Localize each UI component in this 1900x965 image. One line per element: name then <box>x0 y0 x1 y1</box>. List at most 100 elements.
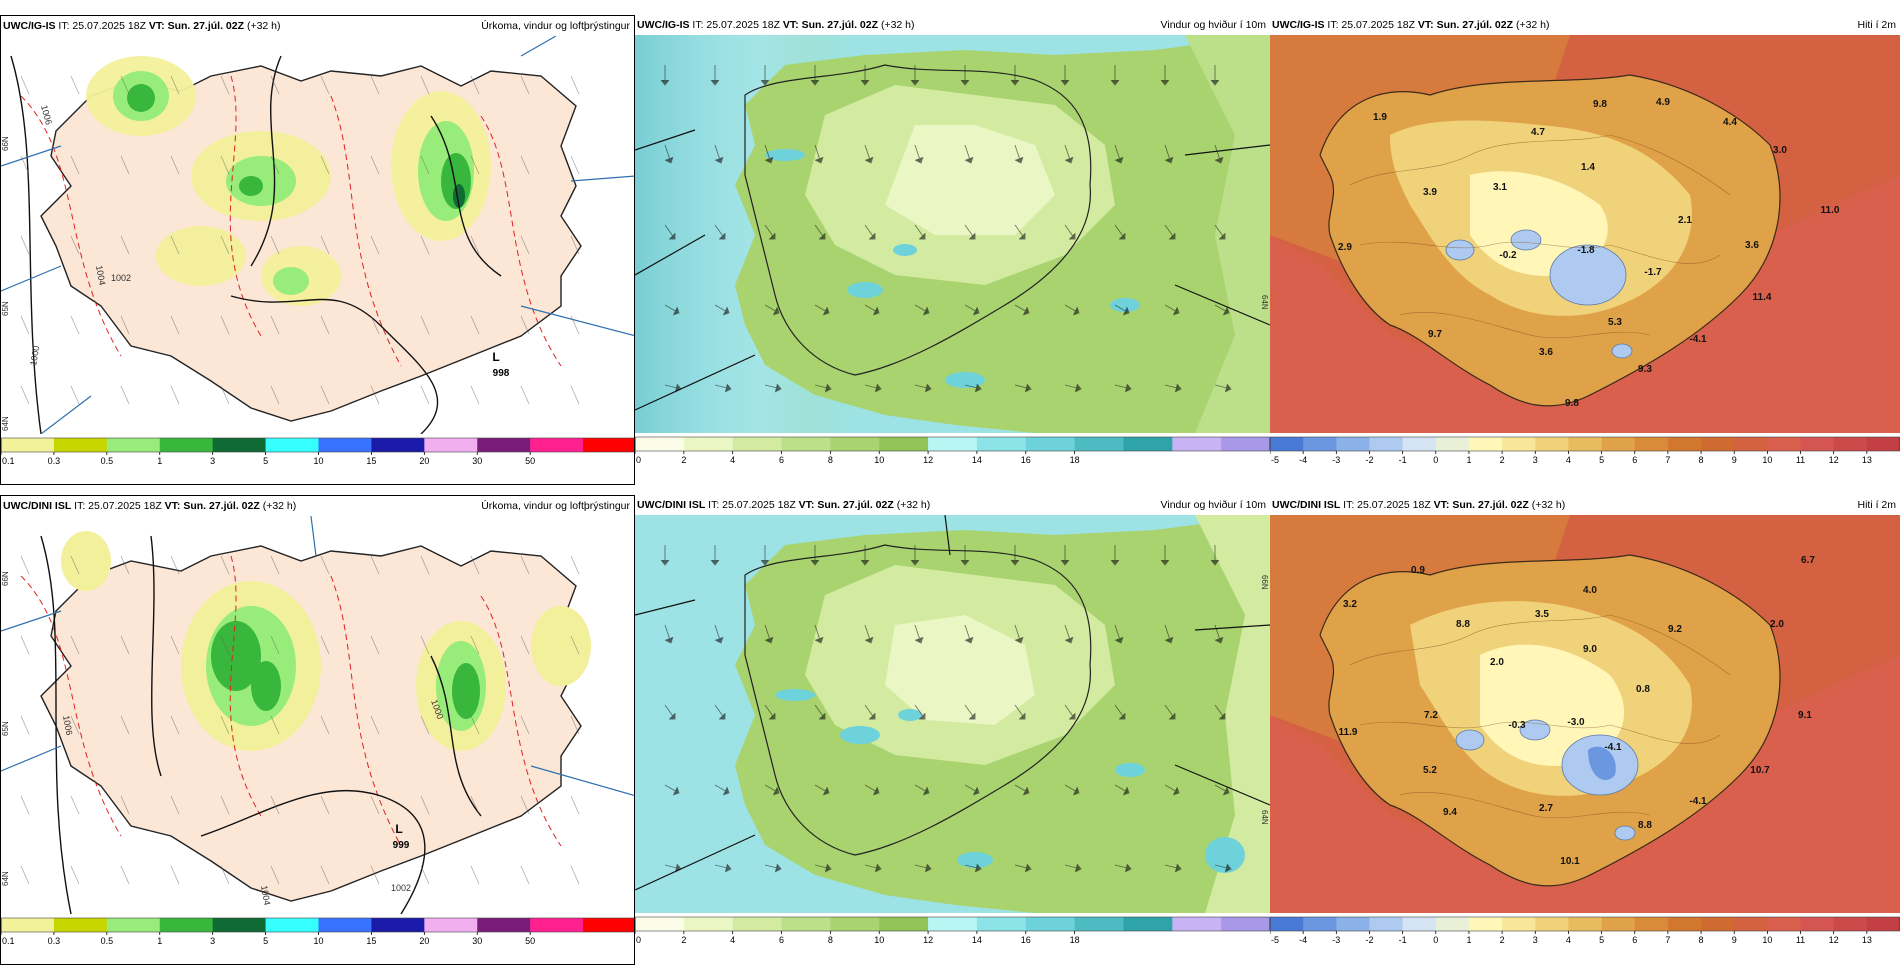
colorbar-tick-label: 14 <box>972 455 982 465</box>
precip-colorbar: 0.1 0.3 0.5 1 3 5 10 15 20 30 50 <box>1 436 634 472</box>
colorbar-swatch <box>1767 917 1802 931</box>
colorbar-tick-label: 6 <box>779 455 784 465</box>
temp-label: 3.0 <box>1773 145 1787 156</box>
temp-label: 3.9 <box>1423 187 1437 198</box>
colorbar-tick-label: 12 <box>923 455 933 465</box>
colorbar-tick-label: 11 <box>1796 935 1805 945</box>
colorbar-tick-label: -3 <box>1332 455 1340 465</box>
colorbar-tick-label: -4 <box>1299 935 1307 945</box>
colorbar-swatch <box>1435 917 1470 931</box>
lead-time: (+32 h) <box>1515 19 1550 31</box>
temp-label: 9.7 <box>1428 329 1442 340</box>
colorbar-tick-label: 20 <box>419 456 429 466</box>
temp-map: 1.9 9.8 4.9 4.7 4.4 3.0 3.9 3.1 1.4 11.0… <box>1270 35 1900 433</box>
lead-time: (+32 h) <box>1531 499 1566 511</box>
colorbar-swatch <box>1402 437 1437 451</box>
colorbar-tick-label: 6 <box>1632 935 1637 945</box>
colorbar-swatch <box>424 438 478 452</box>
isobar-label: 1002 <box>111 273 131 283</box>
colorbar-tick-label: 5 <box>1599 455 1604 465</box>
precip-colorbar: 0.1 0.3 0.5 1 3 5 10 15 20 30 50 <box>1 916 634 952</box>
colorbar-tick-label: 0.3 <box>48 456 61 466</box>
temp-label: -0.2 <box>1499 250 1517 261</box>
lat-label: 64N <box>1260 810 1269 825</box>
colorbar-swatch <box>1369 917 1404 931</box>
colorbar-tick-label: 0.5 <box>101 456 114 466</box>
colorbar-swatch <box>1435 437 1470 451</box>
colorbar-swatch <box>1 918 55 932</box>
colorbar-swatch <box>318 438 372 452</box>
colorbar-swatch <box>371 918 425 932</box>
colorbar-tick-label: 3 <box>1533 935 1538 945</box>
wind-panel: UWC/DINI ISL IT: 25.07.2025 18Z VT: Sun.… <box>635 495 1270 965</box>
colorbar-tick-label: 4 <box>730 455 735 465</box>
colorbar-swatch <box>1667 437 1702 451</box>
model-name: UWC/DINI ISL <box>3 500 72 512</box>
temp-label: 1.4 <box>1581 162 1595 173</box>
temp-label: 1.9 <box>1373 112 1387 123</box>
colorbar-swatch <box>53 438 108 452</box>
colorbar-tick-label: 0 <box>636 935 641 945</box>
colorbar-tick-label: 2 <box>681 455 686 465</box>
colorbar-tick-label: 5 <box>1599 935 1604 945</box>
colorbar-swatch <box>1601 917 1636 931</box>
temp-label: 9.3 <box>1638 364 1652 375</box>
temp-label: 2.9 <box>1338 242 1352 253</box>
colorbar-swatch <box>1468 437 1503 451</box>
temp-label: 8.8 <box>1456 619 1470 630</box>
init-time: IT: 25.07.2025 18Z <box>1327 19 1415 31</box>
panel-title: Úrkoma, vindur og loftþrýstingur <box>481 20 630 32</box>
colorbar-tick-label: 0 <box>636 455 641 465</box>
wind-colorbar: 0 2 4 6 8 10 12 14 16 18 <box>635 915 1270 951</box>
colorbar-tick-label: 1 <box>157 936 162 946</box>
colorbar-tick-label: -3 <box>1332 935 1340 945</box>
colorbar-tick-label: 5 <box>263 456 268 466</box>
colorbar-tick-label: 4 <box>730 935 735 945</box>
temp-label: -1.8 <box>1577 245 1595 256</box>
colorbar-swatch <box>1221 437 1270 451</box>
colorbar-tick-label: -5 <box>1271 935 1279 945</box>
colorbar-swatch <box>424 918 478 932</box>
temp-label: -3.0 <box>1567 717 1585 728</box>
temp-label: 2.0 <box>1770 619 1784 630</box>
colorbar-tick-label: 3 <box>210 456 215 466</box>
colorbar-tick-label: 8 <box>828 935 833 945</box>
colorbar-swatch <box>318 918 372 932</box>
colorbar-swatch <box>1270 917 1304 931</box>
colorbar-tick-label: 8 <box>1699 935 1704 945</box>
low-pressure-marker: L 998 <box>492 350 509 379</box>
lat-label: 64N <box>1 416 10 431</box>
panel-title: Vindur og hviður í 10m <box>1160 19 1266 31</box>
lat-label: 66N <box>1260 575 1269 590</box>
colorbar-tick-label: -2 <box>1365 455 1373 465</box>
colorbar-tick-label: 10 <box>1762 455 1772 465</box>
temp-panel: UWC/DINI ISL IT: 25.07.2025 18Z VT: Sun.… <box>1270 495 1900 965</box>
colorbar-swatch <box>1172 437 1222 451</box>
lead-time: (+32 h) <box>896 499 931 511</box>
colorbar-tick-label: 13 <box>1862 935 1872 945</box>
temp-map: 0.9 6.7 3.2 4.0 8.8 3.5 9.2 2.0 9.0 2.0 … <box>1270 515 1900 913</box>
colorbar-tick-label: -2 <box>1365 935 1373 945</box>
colorbar-swatch <box>1502 437 1536 451</box>
temp-label: -4.1 <box>1604 742 1622 753</box>
colorbar-tick-label: 14 <box>972 935 982 945</box>
panel-header: UWC/IG-IS IT: 25.07.2025 18Z VT: Sun. 27… <box>635 19 1270 33</box>
low-pressure-marker: L 999 <box>393 822 410 851</box>
temp-label: -4.1 <box>1689 796 1707 807</box>
colorbar-tick-label: 30 <box>472 456 482 466</box>
lat-label: 64N <box>1260 295 1269 310</box>
lat-label: 64N <box>1 871 10 886</box>
colorbar-swatch <box>583 918 634 932</box>
temp-label: -1.7 <box>1644 267 1662 278</box>
colorbar-tick-label: 3 <box>210 936 215 946</box>
panel-header: UWC/DINI ISL IT: 25.07.2025 18Z VT: Sun.… <box>635 499 1270 513</box>
init-time: IT: 25.07.2025 18Z <box>58 20 146 32</box>
panel-header: UWC/DINI ISL IT: 25.07.2025 18Z VT: Sun.… <box>1 500 634 514</box>
temp-label: 5.3 <box>1608 317 1622 328</box>
colorbar-swatch <box>106 438 161 452</box>
colorbar-swatch <box>1270 437 1304 451</box>
colorbar-swatch <box>530 918 584 932</box>
colorbar-swatch <box>1172 917 1222 931</box>
colorbar-swatch <box>1767 437 1802 451</box>
colorbar-tick-label: -4 <box>1299 455 1307 465</box>
